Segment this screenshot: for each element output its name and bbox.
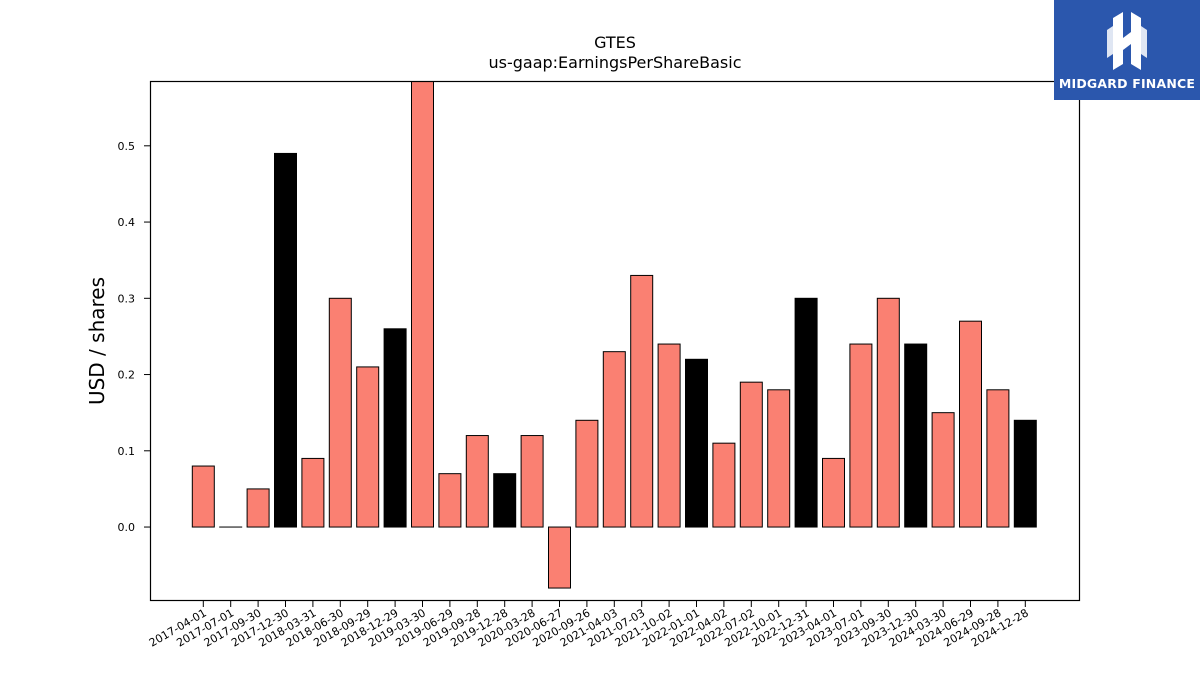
bar: [823, 458, 845, 527]
chart-subtitle: us-gaap:EarningsPerShareBasic: [488, 53, 741, 72]
bar: [877, 298, 899, 527]
bar: [603, 352, 625, 527]
bar: [412, 77, 434, 527]
bar: [987, 390, 1009, 527]
y-tick-label: 0.1: [118, 445, 136, 458]
bar: [329, 298, 351, 527]
y-axis-label: USD / shares: [85, 277, 109, 405]
bar: [932, 413, 954, 527]
brand-badge: MIDGARD FINANCE: [1054, 0, 1200, 100]
bar: [302, 458, 324, 527]
bars-group: [192, 77, 1036, 588]
bar: [521, 436, 543, 528]
y-tick-label: 0.4: [118, 216, 136, 229]
bar: [494, 474, 516, 527]
bar: [631, 275, 653, 527]
bar: [549, 527, 571, 588]
bar: [795, 298, 817, 527]
bar: [850, 344, 872, 527]
bar: [275, 153, 297, 527]
bar: [466, 436, 488, 528]
bar: [192, 466, 214, 527]
y-tick-label: 0.0: [118, 521, 136, 534]
bar: [384, 329, 406, 527]
brand-name: MIDGARD FINANCE: [1059, 76, 1195, 91]
y-axis: 0.0 0.1 0.2 0.3 0.4 0.5: [118, 140, 151, 534]
bar: [740, 382, 762, 527]
bar: [905, 344, 927, 527]
bar: [1014, 420, 1036, 527]
bar: [439, 474, 461, 527]
bar: [658, 344, 680, 527]
bar: [247, 489, 269, 527]
bar: [686, 359, 708, 527]
y-tick-label: 0.5: [118, 140, 136, 153]
bar: [768, 390, 790, 527]
bar: [960, 321, 982, 527]
x-axis: 2017-04-012017-07-012017-09-302017-12-30…: [147, 601, 1031, 650]
bar: [576, 420, 598, 527]
chart-title: GTES: [594, 33, 636, 52]
bar: [357, 367, 379, 527]
bar: [713, 443, 735, 527]
midgard-logo-icon: [1103, 8, 1151, 74]
y-tick-label: 0.2: [118, 369, 136, 382]
y-tick-label: 0.3: [118, 292, 136, 305]
